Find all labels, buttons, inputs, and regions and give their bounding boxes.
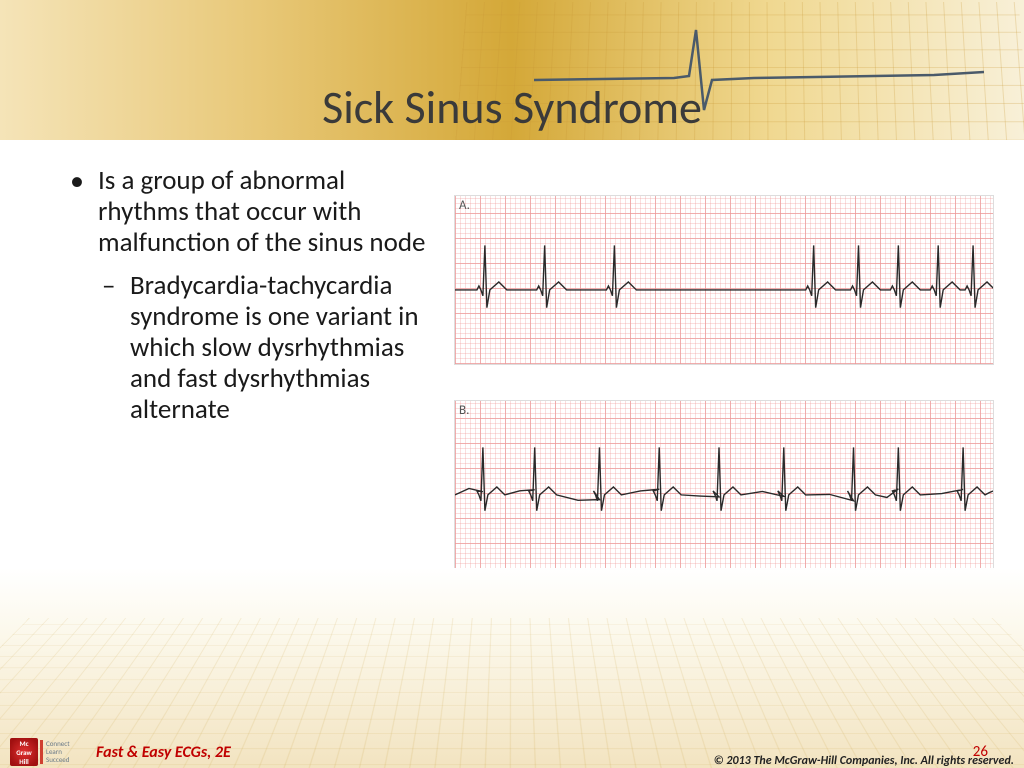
logo-burst-icon: Mc Graw Hill	[10, 738, 38, 766]
bullet-level2: Bradycardia-tachycardia syndrome is one …	[70, 270, 440, 425]
ecg-panel-a: A.	[454, 195, 994, 365]
ecg-grid-b: B.	[455, 401, 993, 569]
logo-text-mid: Graw	[16, 748, 31, 757]
ecg-trace-a	[455, 196, 993, 364]
logo-tagline: Connect Learn Succeed	[40, 740, 70, 764]
logo-text-top: Mc	[19, 739, 28, 748]
copyright-text: © 2013 The McGraw-Hill Companies, Inc. A…	[714, 754, 1014, 768]
bullet-level1: Is a group of abnormal rhythms that occu…	[70, 165, 440, 258]
content-bullets: Is a group of abnormal rhythms that occu…	[70, 165, 440, 425]
ecg-panel-b: B.	[454, 400, 994, 570]
ecg-trace-b	[455, 401, 993, 569]
slide-title: Sick Sinus Syndrome	[0, 80, 1024, 136]
footer-book-title: Fast & Easy ECGs, 2E	[96, 743, 231, 762]
publisher-logo: Mc Graw Hill Connect Learn Succeed	[10, 738, 80, 766]
logo-text-bot: Hill	[19, 757, 29, 766]
ecg-grid-a: A.	[455, 196, 993, 364]
